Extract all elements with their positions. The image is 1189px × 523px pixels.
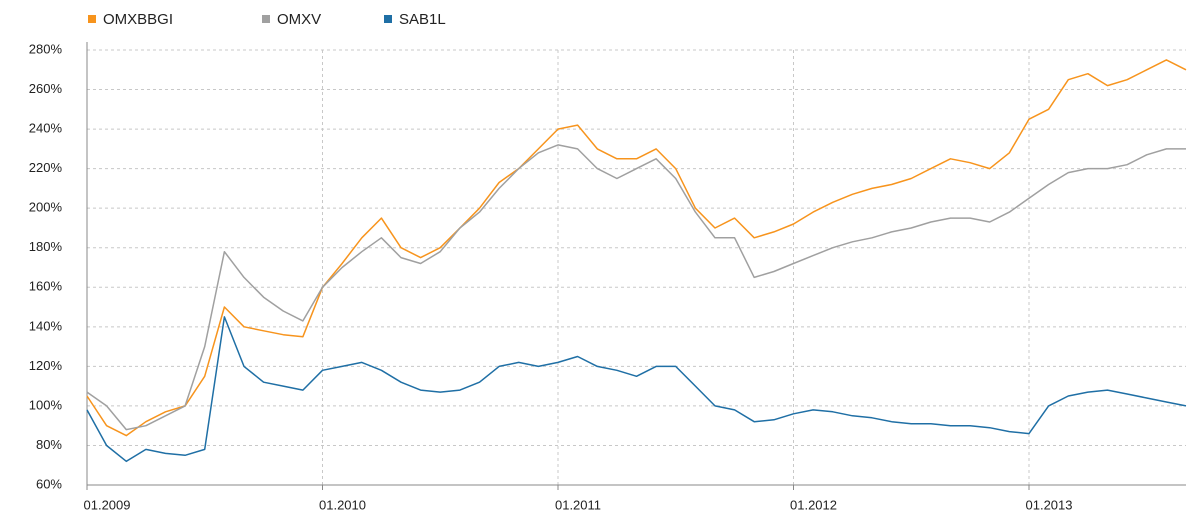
legend-label: OMXV — [277, 11, 321, 28]
y-tick-label: 140% — [29, 318, 63, 333]
y-tick-label: 220% — [29, 160, 63, 175]
y-tick-label: 100% — [29, 397, 63, 412]
y-tick-label: 240% — [29, 121, 63, 136]
legend-label: SAB1L — [399, 11, 446, 28]
legend-swatch — [88, 15, 96, 23]
x-tick-label: 01.2010 — [319, 497, 366, 512]
series-line — [86, 316, 1187, 463]
series-line — [86, 144, 1186, 431]
legend-swatch — [384, 15, 392, 23]
x-tick-label: 01.2012 — [790, 497, 837, 512]
x-tick-label: 01.2011 — [555, 497, 601, 512]
y-tick-label: 180% — [29, 239, 63, 254]
x-tick-label: 01.2013 — [1026, 497, 1073, 512]
y-tick-label: 260% — [29, 81, 63, 96]
y-tick-label: 80% — [36, 437, 62, 452]
x-tick-label: 01.2009 — [84, 497, 131, 512]
y-tick-label: 160% — [29, 279, 63, 294]
series-line — [86, 59, 1187, 437]
y-tick-label: 280% — [29, 41, 63, 56]
legend-label: OMXBBGI — [103, 11, 173, 28]
y-tick-label: 60% — [36, 476, 62, 491]
y-tick-label: 200% — [29, 200, 63, 215]
y-tick-label: 120% — [29, 358, 63, 373]
legend-swatch — [262, 15, 270, 23]
